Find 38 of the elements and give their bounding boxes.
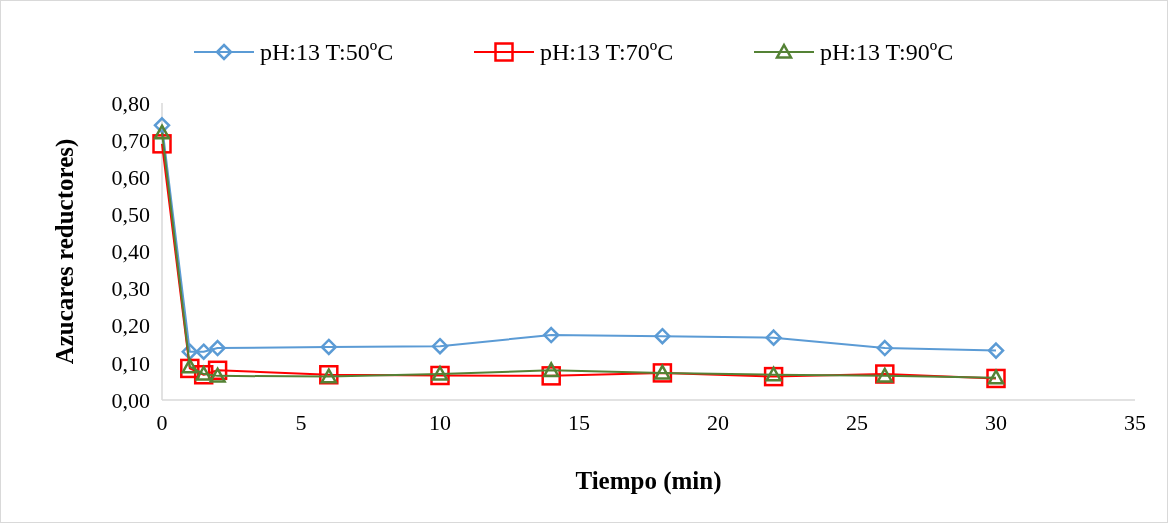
x-tick-label: 15 (568, 410, 590, 435)
y-tick-label: 0,80 (111, 90, 150, 116)
x-tick-label: 35 (1124, 410, 1146, 435)
y-tick-label: 0,60 (111, 164, 150, 190)
x-tick-label: 25 (846, 410, 868, 435)
y-tick-label: 0,30 (111, 276, 150, 302)
point (320, 338, 338, 356)
point (181, 358, 199, 374)
x-tick-label: 0 (156, 410, 168, 435)
x-tick-label: 10 (429, 410, 451, 435)
legend-label: pH:13 T:50ºC (260, 39, 394, 66)
legend-label: pH:13 T:90ºC (820, 39, 954, 66)
point (431, 365, 449, 381)
y-tick-label: 0,20 (111, 313, 150, 339)
legend-label: pH:13 T:70ºC (540, 39, 674, 66)
point (542, 326, 560, 344)
y-tick-label: 0,40 (111, 239, 150, 265)
point (542, 362, 560, 378)
y-tick-label: 0,10 (111, 350, 150, 376)
point (431, 337, 449, 355)
point (153, 124, 171, 140)
point (876, 339, 894, 357)
point (765, 366, 782, 382)
point (195, 343, 212, 360)
y-axis-title: Azucares reductores) (51, 138, 79, 365)
x-axis-title: Tiempo (min) (575, 467, 722, 495)
y-tick-label: 0,00 (111, 387, 150, 413)
y-tick-label: 0,70 (111, 127, 150, 153)
x-tick-label: 5 (295, 410, 307, 435)
y-tick-label: 0,50 (111, 202, 150, 228)
point (430, 365, 450, 386)
x-tick-label: 20 (707, 410, 729, 435)
point (765, 329, 782, 346)
point (209, 367, 226, 383)
x-tick-label: 30 (985, 410, 1007, 435)
point (209, 339, 226, 357)
point (987, 342, 1005, 359)
point (654, 327, 671, 345)
